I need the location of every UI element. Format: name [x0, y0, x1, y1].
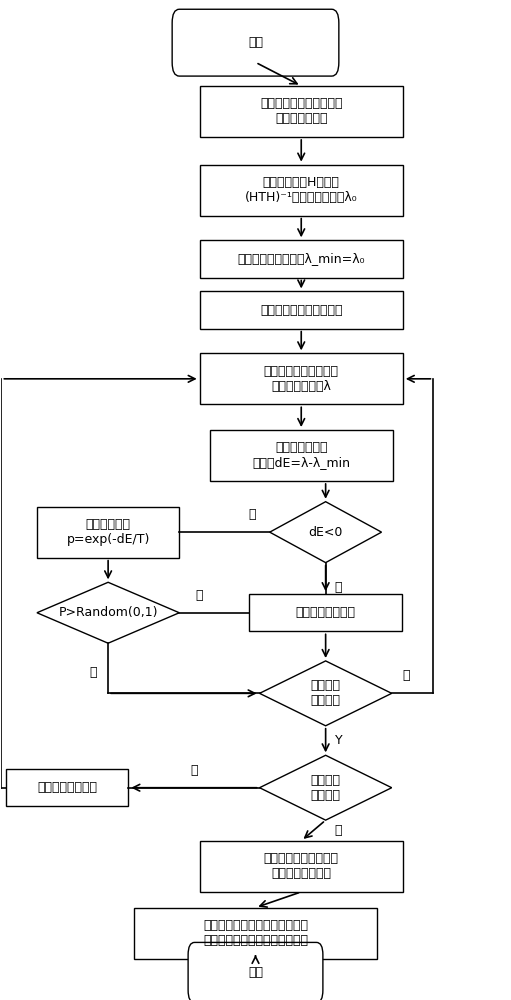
Text: 构建观测矩阵H，计算
(HTH)⁻¹初始特征值之和λ₀: 构建观测矩阵H，计算 (HTH)⁻¹初始特征值之和λ₀	[245, 176, 358, 204]
Text: 计算特征值之和
的差值dE=λ-λ_min: 计算特征值之和 的差值dE=λ-λ_min	[252, 441, 350, 469]
Text: 是: 是	[335, 824, 342, 837]
Text: 结束: 结束	[248, 966, 263, 979]
FancyBboxPatch shape	[172, 9, 339, 76]
Bar	[200, 841, 403, 892]
Bar	[7, 769, 128, 806]
Text: 得到最小特征值之和及
其对应的最优路标: 得到最小特征值之和及 其对应的最优路标	[264, 852, 339, 880]
Polygon shape	[37, 582, 179, 643]
Text: 选取当前最优路标: 选取当前最优路标	[296, 606, 356, 619]
Text: 是: 是	[402, 669, 410, 682]
Text: 预设最小特征值之和λ_min=λ₀: 预设最小特征值之和λ_min=λ₀	[238, 252, 365, 265]
Text: 随机选取初始路标，计算
路标的位置矢量: 随机选取初始路标，计算 路标的位置矢量	[260, 97, 342, 125]
Text: dE<0: dE<0	[309, 526, 343, 539]
Text: 否: 否	[89, 666, 97, 679]
Bar	[200, 165, 403, 216]
Polygon shape	[260, 661, 392, 726]
Bar	[200, 291, 403, 329]
Text: 是否满足
终止条件: 是否满足 终止条件	[311, 774, 341, 802]
Text: 否: 否	[190, 764, 198, 777]
Bar	[133, 908, 378, 959]
Bar	[249, 594, 402, 631]
Bar	[200, 353, 403, 404]
Text: 根据最优路标观测信息解算探测
器位姿，实现行星着陆光学导航: 根据最优路标观测信息解算探测 器位姿，实现行星着陆光学导航	[203, 919, 308, 947]
Text: Y: Y	[335, 734, 342, 747]
Text: 是: 是	[196, 589, 203, 602]
Text: 开始: 开始	[248, 36, 263, 49]
Bar	[200, 240, 403, 278]
Text: 计算接受概率
p=exp(-dE/T): 计算接受概率 p=exp(-dE/T)	[66, 518, 150, 546]
Text: 是否达到
迭代次数: 是否达到 迭代次数	[311, 679, 341, 707]
Polygon shape	[270, 502, 382, 563]
FancyBboxPatch shape	[188, 942, 323, 1000]
Bar	[200, 86, 403, 137]
Polygon shape	[260, 755, 392, 820]
Text: 是: 是	[335, 581, 342, 594]
Bar	[210, 430, 393, 481]
Text: 给定迭代运算的初始参数: 给定迭代运算的初始参数	[260, 304, 342, 317]
Text: 扰动选取新路标，计算
新的特征值之和λ: 扰动选取新路标，计算 新的特征值之和λ	[264, 365, 339, 393]
Text: 降低接受概率参数: 降低接受概率参数	[37, 781, 98, 794]
Text: P>Random(0,1): P>Random(0,1)	[58, 606, 158, 619]
Bar	[37, 507, 179, 558]
Text: 否: 否	[248, 508, 256, 521]
